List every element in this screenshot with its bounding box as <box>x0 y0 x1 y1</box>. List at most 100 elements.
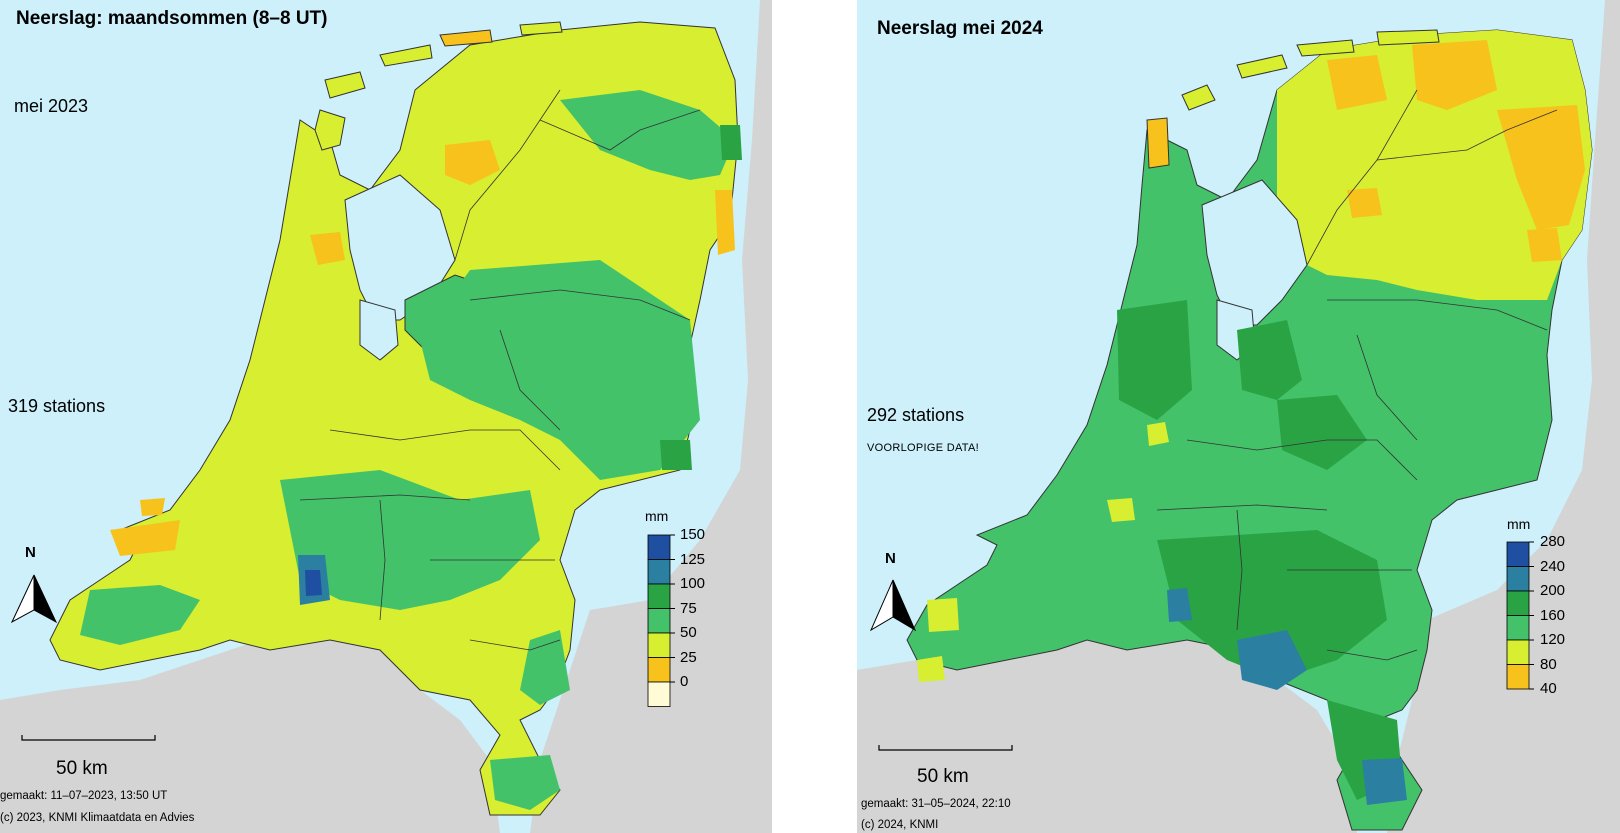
legend-tick-label: 50 <box>680 624 697 641</box>
legend-swatch <box>647 559 671 585</box>
green-area <box>80 585 200 645</box>
north-label: N <box>885 550 896 567</box>
wadden-island <box>1296 39 1355 57</box>
scale-label: 50 km <box>56 758 108 779</box>
orange-area <box>1497 105 1585 230</box>
legend-swatch <box>1506 615 1530 641</box>
legend-swatch <box>1506 664 1530 690</box>
legend-colorbar <box>1506 541 1534 690</box>
green-dark-area <box>1117 300 1192 420</box>
markermeer <box>359 299 399 361</box>
legend-tick-label: 100 <box>680 575 706 592</box>
wadden-island <box>324 71 366 99</box>
map-period: mei 2023 <box>14 96 89 116</box>
foreign-land-south <box>857 620 1357 833</box>
legend-tick-label: 160 <box>1540 606 1566 624</box>
wadden-island <box>1181 84 1216 111</box>
foreign-land-south <box>0 630 500 833</box>
legend-swatch <box>1506 541 1530 567</box>
north-label: N <box>25 544 36 561</box>
legend-swatch <box>647 534 671 560</box>
map-panel-2023: Neerslag: maandsommen (8–8 UT) mei 2023 … <box>0 0 772 833</box>
legend-unit: mm <box>645 508 669 524</box>
legend-tick-label: 40 <box>1540 680 1557 697</box>
legend-tick-label: 125 <box>680 550 706 568</box>
wadden-island <box>1146 117 1170 169</box>
green-dark-area <box>1237 320 1302 400</box>
made-date: gemaakt: 11–07–2023, 13:50 UT <box>0 790 168 802</box>
legend-swatch <box>647 583 671 609</box>
legend-swatch <box>647 608 671 634</box>
legend-tick-label: 80 <box>1540 655 1557 673</box>
yellow-area <box>917 656 945 682</box>
scale-bar <box>21 735 156 741</box>
panel-gutter <box>772 0 857 833</box>
north-arrow-icon <box>869 579 917 632</box>
ijsselmeer <box>1201 179 1308 326</box>
legend-swatch <box>647 632 671 658</box>
legend-tick-label: 120 <box>1540 631 1566 648</box>
legend-colorbar <box>647 534 675 707</box>
orange-area <box>1347 188 1382 218</box>
scale-label: 50 km <box>917 766 969 787</box>
legend-swatch <box>1506 639 1530 665</box>
preliminary-notice: VOORLOPIGE DATA! <box>867 442 979 454</box>
green-dark-area <box>1277 395 1367 470</box>
copyright: (c) 2024, KNMI <box>861 819 939 831</box>
yellow-area <box>927 598 959 632</box>
green-area <box>280 470 540 610</box>
wadden-island <box>439 29 493 47</box>
station-count: 292 stations <box>867 405 965 425</box>
orange-area <box>110 520 180 556</box>
legend-swatch <box>1506 590 1530 616</box>
legend-tick-label: 75 <box>680 599 697 617</box>
orange-area <box>715 190 735 255</box>
foreign-land <box>1387 0 1620 833</box>
north-arrow-icon <box>10 574 58 624</box>
legend-tick-label: 150 <box>680 526 706 543</box>
orange-area <box>1327 55 1387 110</box>
copyright: (c) 2023, KNMI Klimaatdata en Advies <box>0 812 195 824</box>
legend-tick-label: 280 <box>1540 533 1566 550</box>
legend-tick-label: 240 <box>1540 557 1566 575</box>
yellow-area <box>1107 498 1135 522</box>
legend-tick-label: 200 <box>1540 582 1566 599</box>
map-2024 <box>857 0 1620 833</box>
scale-bar <box>878 745 1013 751</box>
orange-area <box>445 140 500 185</box>
orange-area <box>310 232 345 265</box>
wadden-island <box>1376 29 1440 46</box>
legend-unit: mm <box>1507 516 1531 532</box>
province-borders <box>1156 89 1558 661</box>
green-dark-area <box>660 440 692 470</box>
green-area <box>420 260 700 480</box>
orange-area <box>1412 40 1497 110</box>
legend-tick-label: 0 <box>680 673 689 690</box>
province-borders <box>299 89 701 651</box>
orange-area <box>140 498 165 516</box>
map-title: Neerslag mei 2024 <box>877 18 1043 39</box>
teal-area <box>1167 588 1192 622</box>
map-panel-2024: Neerslag mei 2024 292 stations VOORLOPIG… <box>857 0 1620 833</box>
wadden-island <box>1236 54 1288 79</box>
foreign-land <box>530 0 772 833</box>
legend-swatch <box>647 657 671 683</box>
wadden-island <box>519 21 563 36</box>
legend-swatch <box>1506 566 1530 592</box>
wadden-island <box>379 44 433 67</box>
made-date: gemaakt: 31–05–2024, 22:10 <box>861 798 1011 810</box>
station-count: 319 stations <box>8 396 106 416</box>
blue-core-area <box>305 570 322 596</box>
green-dark-area <box>720 125 742 160</box>
legend-swatch <box>647 681 671 707</box>
yellow-area <box>1147 422 1169 446</box>
teal-area <box>1362 758 1407 805</box>
orange-area <box>1527 228 1562 262</box>
wadden-island <box>314 109 346 151</box>
legend-tick-label: 25 <box>680 648 697 666</box>
map-2023 <box>0 0 772 833</box>
teal-area <box>1237 630 1307 690</box>
green-area <box>490 755 560 810</box>
map-title: Neerslag: maandsommen (8–8 UT) <box>16 8 328 29</box>
green-dark-area <box>1157 530 1387 680</box>
